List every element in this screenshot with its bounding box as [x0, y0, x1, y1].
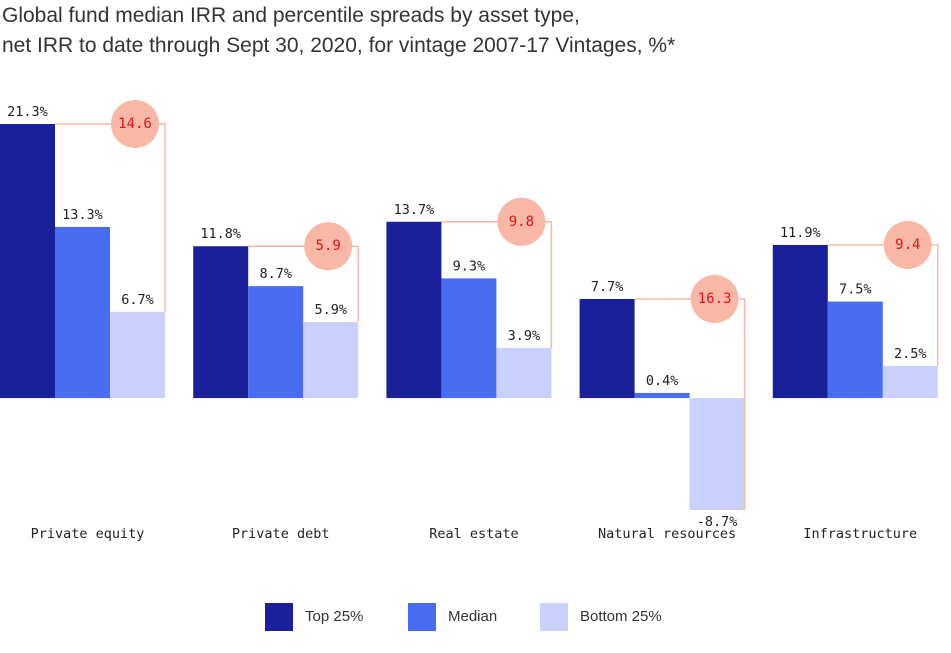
x-tick-label: Private debt [232, 526, 330, 542]
legend-label: Bottom 25% [580, 608, 662, 625]
bar [827, 301, 883, 399]
spread-circle [690, 274, 739, 323]
legend-label: Top 25% [305, 608, 363, 625]
value-label: -8.7% [697, 514, 738, 530]
spread-label: 14.6 [118, 116, 152, 132]
spread-bracket [248, 245, 359, 323]
value-label: 13.7% [394, 202, 435, 218]
bar [496, 347, 552, 399]
legend-swatch [408, 603, 436, 631]
chart-title: Global fund median IRR and percentile sp… [2, 4, 580, 27]
spread-label: 9.4 [895, 237, 920, 253]
bar [579, 298, 635, 399]
spread-circle [304, 222, 353, 271]
bar [303, 322, 359, 399]
bar [441, 278, 497, 399]
value-label: 7.5% [839, 282, 872, 298]
bar [248, 286, 304, 399]
spread-circle [883, 220, 932, 269]
value-label: 13.3% [62, 207, 103, 223]
spread-label: 9.8 [509, 214, 534, 230]
spread-circle [497, 197, 546, 246]
value-label: 11.8% [200, 226, 241, 242]
x-tick-label: Natural resources [598, 526, 736, 542]
x-tick-label: Infrastructure [803, 526, 917, 542]
spread-label: 5.9 [316, 238, 341, 254]
value-label: 2.5% [894, 346, 927, 362]
value-label: 11.9% [780, 225, 821, 241]
bar [193, 246, 249, 399]
bar [386, 221, 442, 399]
bar [882, 365, 938, 399]
spread-label: 16.3 [698, 291, 732, 307]
bar [634, 392, 690, 399]
x-tick-label: Private equity [31, 526, 145, 542]
spread-bracket [55, 123, 166, 312]
legend-label: Median [448, 608, 497, 625]
legend-swatch [540, 603, 568, 631]
value-label: 5.9% [314, 302, 347, 318]
legend-swatch [265, 603, 293, 631]
chart-title: net IRR to date through Sept 30, 2020, f… [2, 34, 675, 57]
bar [0, 124, 55, 399]
bar [689, 398, 745, 510]
bar [772, 244, 828, 399]
spread-bracket [634, 298, 746, 510]
bar [110, 311, 165, 399]
value-label: 7.7% [591, 279, 624, 295]
spread-bracket [441, 221, 553, 348]
value-label: 6.7% [121, 292, 154, 308]
value-label: 0.4% [646, 373, 679, 389]
value-label: 3.9% [508, 328, 541, 344]
value-label: 9.3% [453, 258, 486, 274]
spread-bracket [827, 244, 939, 366]
x-tick-label: Real estate [429, 526, 518, 542]
spread-circle [111, 100, 159, 148]
value-label: 21.3% [7, 104, 48, 120]
value-label: 8.7% [259, 266, 292, 282]
bar [55, 226, 110, 399]
